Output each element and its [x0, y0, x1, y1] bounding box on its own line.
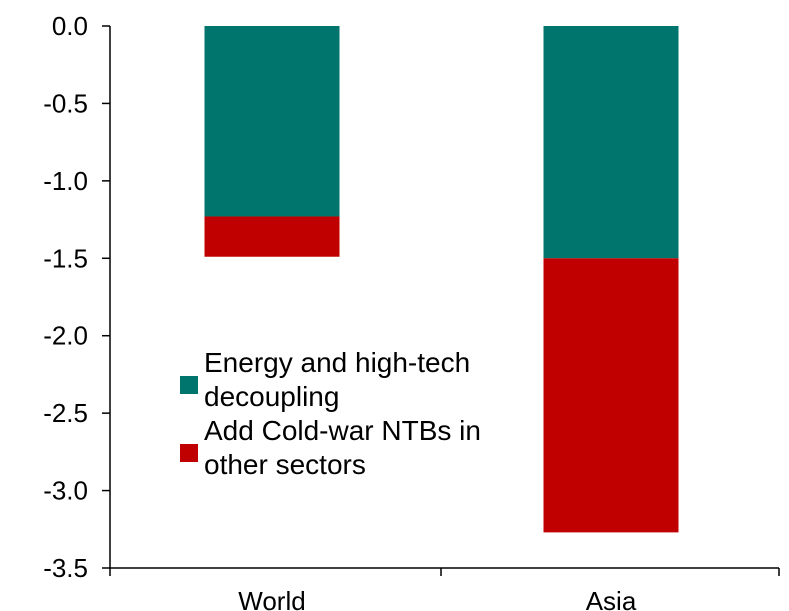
y-tick-label: -3.0	[43, 476, 88, 506]
y-tick-label: 0.0	[52, 11, 88, 41]
bar-asia-series-1	[543, 258, 679, 533]
y-tick-label: -0.5	[43, 88, 88, 118]
x-category-label: Asia	[586, 586, 637, 611]
y-tick-label: -2.5	[43, 398, 88, 428]
y-tick-label: -1.0	[43, 166, 88, 196]
legend-label-ntb: Add Cold-war NTBs in other sectors	[204, 415, 481, 480]
y-tick-label: -3.5	[43, 553, 88, 583]
legend-item-ntb: Add Cold-war NTBs in other sectors	[180, 414, 520, 482]
legend-swatch-ntb	[180, 444, 198, 462]
legend-item-energy: Energy and high-tech decoupling	[180, 346, 520, 414]
bar-world-series-1	[204, 216, 340, 257]
legend-swatch-energy	[180, 376, 198, 394]
bar-asia-series-0	[543, 26, 679, 259]
bar-world-series-0	[204, 26, 340, 217]
legend: Energy and high-tech decoupling Add Cold…	[180, 346, 520, 482]
y-tick-label: -1.5	[43, 243, 88, 273]
y-tick-label: -2.0	[43, 321, 88, 351]
x-category-label: World	[238, 586, 305, 611]
legend-label-energy: Energy and high-tech decoupling	[204, 347, 471, 412]
